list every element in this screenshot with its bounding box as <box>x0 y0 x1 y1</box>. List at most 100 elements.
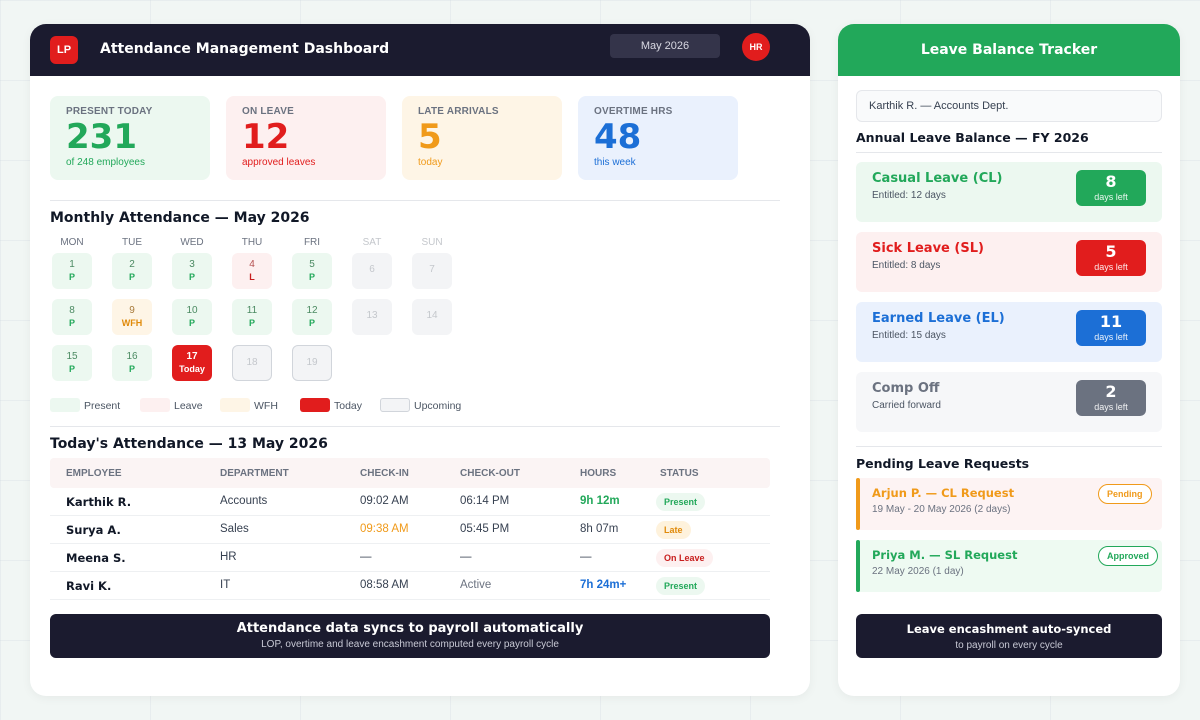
attendance-dashboard-panel: LP Attendance Management Dashboard May 2… <box>30 24 810 696</box>
request-status-badge[interactable]: Approved <box>1098 546 1159 566</box>
day-status: P <box>68 364 75 374</box>
column-header[interactable]: STATUS <box>660 468 699 479</box>
month-selector[interactable]: May 2026 <box>610 34 720 58</box>
dashboard-header: LP Attendance Management Dashboard May 2… <box>30 24 810 76</box>
calendar-day-upcoming[interactable]: 18 <box>232 345 272 381</box>
legend-swatch-upcoming <box>380 398 410 412</box>
banner-title: Leave encashment auto-synced <box>906 622 1112 636</box>
legend-label: WFH <box>254 400 278 412</box>
request-dates: 19 May - 20 May 2026 (2 days) <box>872 504 1011 515</box>
user-avatar[interactable]: HR <box>742 33 770 61</box>
legend-swatch-present <box>50 398 80 412</box>
kpi-label: OVERTIME HRS <box>594 106 673 117</box>
day-number: 13 <box>366 310 378 321</box>
legend-swatch-leave <box>140 398 170 412</box>
day-number: 7 <box>429 264 435 275</box>
table-row[interactable]: Karthik R. Accounts 09:02 AM 06:14 PM 9h 12m… <box>50 488 770 516</box>
calendar-day-weekend[interactable]: 6 <box>352 253 392 289</box>
leave-type: Earned Leave (EL) <box>872 311 1005 326</box>
days-left-label: days left <box>1094 402 1128 412</box>
calendar-day-upcoming[interactable]: 19 <box>292 345 332 381</box>
calendar-day-present[interactable]: 11 P <box>232 299 272 335</box>
calendar-day-present[interactable]: 16 P <box>112 345 152 381</box>
leave-balance-panel: Leave Balance Tracker Karthik R. — Accou… <box>838 24 1180 696</box>
day-number: 5 <box>309 259 315 270</box>
day-number: 6 <box>369 264 375 275</box>
hours-cell: 8h 07m <box>580 523 619 535</box>
status-badge: Present <box>656 577 706 595</box>
day-number: 19 <box>306 357 318 368</box>
days-left-label: days left <box>1094 262 1128 272</box>
app-logo[interactable]: LP <box>50 36 78 64</box>
column-header[interactable]: DEPARTMENT <box>220 468 289 479</box>
employee-selector[interactable]: Karthik R. — Accounts Dept. <box>856 90 1162 122</box>
department-cell: Accounts <box>220 495 268 507</box>
column-header[interactable]: CHECK-OUT <box>460 468 520 479</box>
weekday-header: FRI <box>303 237 321 248</box>
payroll-sync-banner: Attendance data syncs to payroll automat… <box>50 614 770 658</box>
department-cell: Sales <box>220 523 249 535</box>
department-cell: HR <box>220 551 237 563</box>
calendar-day-wfh[interactable]: 9 WFH <box>112 299 152 335</box>
calendar-day-weekend[interactable]: 7 <box>412 253 452 289</box>
leave-type: Sick Leave (SL) <box>872 241 984 256</box>
request-title: Priya M. — SL Request <box>872 548 1018 562</box>
leave-entitlement: Carried forward <box>872 400 941 411</box>
weekday-header: WED <box>180 237 204 248</box>
status-badge: Late <box>656 521 691 539</box>
request-accent-bar <box>856 540 860 592</box>
kpi-label: ON LEAVE <box>242 106 294 117</box>
banner-title: Attendance data syncs to payroll automat… <box>236 621 584 636</box>
day-status: P <box>128 364 135 374</box>
days-left-badge: 2 days left <box>1076 380 1146 416</box>
days-left-badge: 11 days left <box>1076 310 1146 346</box>
kpi-subtext: of 248 employees <box>66 157 145 168</box>
leave-balance-card[interactable]: Sick Leave (SL) Entitled: 8 days 5 days lef… <box>856 232 1162 292</box>
calendar-day-weekend[interactable]: 13 <box>352 299 392 335</box>
request-status-badge[interactable]: Pending <box>1098 484 1152 504</box>
leave-type: Comp Off <box>872 381 940 396</box>
check-out-cell: 05:45 PM <box>460 523 510 535</box>
days-left-count: 5 <box>1105 242 1117 261</box>
calendar-day-today[interactable]: 17 Today <box>172 345 212 381</box>
leave-type: Casual Leave (CL) <box>872 171 1003 186</box>
table-row[interactable]: Meena S. HR — — — On Leave <box>50 544 770 572</box>
day-number: 14 <box>426 310 438 321</box>
hours-cell: 9h 12m <box>580 495 620 507</box>
section-divider <box>856 152 1162 153</box>
column-header[interactable]: EMPLOYEE <box>66 468 122 479</box>
days-left-label: days left <box>1094 192 1128 202</box>
table-row[interactable]: Surya A. Sales 09:38 AM 05:45 PM 8h 07m Late <box>50 516 770 544</box>
calendar-day-present[interactable]: 15 P <box>52 345 92 381</box>
column-header[interactable]: HOURS <box>580 468 617 479</box>
leave-balance-card[interactable]: Earned Leave (EL) Entitled: 15 days 11 days… <box>856 302 1162 362</box>
weekday-header: MON <box>60 237 84 248</box>
check-in-cell: — <box>360 551 372 563</box>
legend-swatch-wfh <box>220 398 250 412</box>
day-number: 10 <box>186 305 198 316</box>
leave-entitlement: Entitled: 12 days <box>872 190 946 201</box>
table-row[interactable]: Ravi K. IT 08:58 AM Active 7h 24m+ Present <box>50 572 770 600</box>
days-left-count: 11 <box>1099 312 1123 331</box>
calendar-title: Monthly Attendance — May 2026 <box>50 210 310 226</box>
kpi-label: PRESENT TODAY <box>66 106 153 117</box>
day-number: 9 <box>129 305 135 316</box>
leave-request-item[interactable]: Priya M. — SL Request 22 May 2026 (1 day)… <box>856 540 1162 592</box>
day-number: 1 <box>69 259 75 270</box>
leave-balance-card[interactable]: Comp Off Carried forward 2 days left <box>856 372 1162 432</box>
status-badge: Present <box>656 493 706 511</box>
calendar-day-weekend[interactable]: 14 <box>412 299 452 335</box>
weekday-header: SUN <box>421 237 443 248</box>
calendar-day-present[interactable]: 10 P <box>172 299 212 335</box>
leave-request-item[interactable]: Arjun P. — CL Request 19 May - 20 May 202… <box>856 478 1162 530</box>
leave-balance-card[interactable]: Casual Leave (CL) Entitled: 12 days 8 days … <box>856 162 1162 222</box>
banner-subtitle: to payroll on every cycle <box>955 640 1063 651</box>
calendar-day-present[interactable]: 12 P <box>292 299 332 335</box>
column-header[interactable]: CHECK-IN <box>360 468 409 479</box>
